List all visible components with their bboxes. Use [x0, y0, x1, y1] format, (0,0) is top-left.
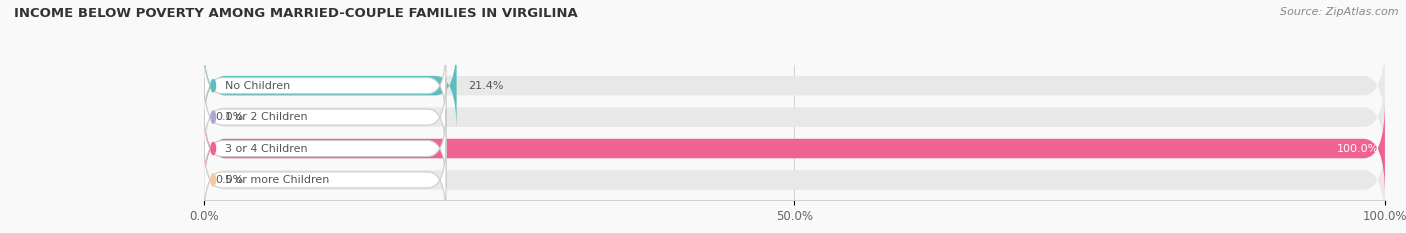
Text: Source: ZipAtlas.com: Source: ZipAtlas.com: [1281, 7, 1399, 17]
Text: 0.0%: 0.0%: [215, 112, 243, 122]
FancyBboxPatch shape: [204, 39, 1385, 133]
Circle shape: [211, 174, 215, 186]
Text: INCOME BELOW POVERTY AMONG MARRIED-COUPLE FAMILIES IN VIRGILINA: INCOME BELOW POVERTY AMONG MARRIED-COUPL…: [14, 7, 578, 20]
FancyBboxPatch shape: [204, 70, 1385, 164]
FancyBboxPatch shape: [204, 102, 1385, 195]
FancyBboxPatch shape: [204, 78, 446, 156]
Text: 1 or 2 Children: 1 or 2 Children: [225, 112, 308, 122]
FancyBboxPatch shape: [204, 102, 1385, 195]
Circle shape: [211, 142, 215, 155]
Circle shape: [211, 80, 215, 92]
FancyBboxPatch shape: [204, 133, 1385, 227]
Text: 0.0%: 0.0%: [215, 175, 243, 185]
Text: No Children: No Children: [225, 81, 290, 91]
FancyBboxPatch shape: [204, 141, 446, 219]
FancyBboxPatch shape: [204, 47, 446, 125]
Circle shape: [211, 111, 215, 123]
FancyBboxPatch shape: [204, 109, 446, 188]
Text: 21.4%: 21.4%: [468, 81, 503, 91]
Text: 3 or 4 Children: 3 or 4 Children: [225, 144, 308, 154]
Text: 100.0%: 100.0%: [1337, 144, 1379, 154]
FancyBboxPatch shape: [204, 39, 457, 133]
Text: 5 or more Children: 5 or more Children: [225, 175, 329, 185]
